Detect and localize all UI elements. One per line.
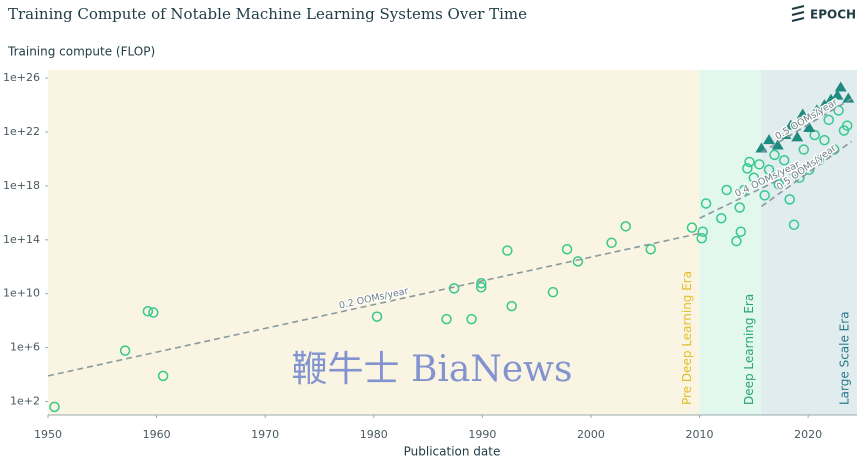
era-band (699, 70, 762, 415)
circle-point (645, 243, 656, 255)
chart-title: Training Compute of Notable Machine Lear… (8, 5, 527, 23)
x-tick-label: 1960 (143, 428, 171, 441)
x-tick-label: 1950 (34, 428, 62, 441)
trend-line (761, 97, 852, 154)
circle-point (572, 256, 584, 267)
x-tick-label: 2010 (686, 428, 714, 441)
circle-point (809, 129, 820, 141)
circle-point (763, 164, 775, 175)
circle-point (748, 172, 760, 184)
watermark: 鞭牛士 BiaNews (292, 349, 573, 390)
era-label: Deep Learning Era (742, 294, 756, 405)
circle-point (759, 190, 770, 201)
trend-line (699, 151, 836, 219)
x-tick-label: 2000 (577, 428, 605, 441)
circle-point (734, 202, 745, 213)
x-tick-label: 2020 (794, 428, 822, 441)
trend-line (760, 140, 853, 208)
circle-point (506, 300, 517, 312)
circle-point (561, 243, 573, 255)
circle-point (157, 370, 169, 382)
circle-point (742, 163, 753, 174)
triangle-point (834, 81, 847, 92)
y-tick-label: 1e+6 (10, 341, 40, 354)
triangle-point (784, 119, 797, 130)
triangle-point (842, 92, 855, 103)
circle-point (794, 172, 805, 184)
circle-point (735, 226, 747, 237)
circle-point (721, 184, 732, 196)
circle-point (502, 245, 513, 256)
circle-point (744, 156, 755, 168)
circle-point (773, 179, 785, 190)
triangle-point (791, 131, 804, 142)
circle-point (754, 159, 765, 170)
triangle-point (796, 108, 809, 119)
circle-point (441, 313, 452, 325)
circle-point (738, 184, 750, 196)
circle-point (606, 237, 617, 249)
y-tick-label: 1e+26 (3, 71, 40, 84)
circle-point (696, 233, 707, 244)
circle-point (371, 311, 383, 322)
circle-point (731, 235, 742, 247)
y-tick-label: 1e+18 (3, 179, 40, 192)
trend-line (47, 232, 700, 377)
circle-point (697, 226, 709, 237)
triangle-point (771, 139, 784, 150)
x-tick-label: 1980 (360, 428, 388, 441)
circle-point (784, 194, 795, 205)
circle-point (547, 286, 559, 298)
triangle-point (810, 104, 823, 115)
circle-point (823, 114, 835, 126)
brand-logo (791, 5, 805, 22)
triangle-point (831, 89, 844, 100)
x-axis-label: Publication date (404, 445, 501, 459)
circle-point (819, 134, 830, 146)
circle-point (476, 277, 487, 289)
brand: EPOCH (810, 8, 856, 22)
circle-point (620, 221, 631, 232)
triangle-point (824, 93, 837, 104)
circle-point (142, 306, 154, 317)
circle-point (686, 222, 698, 233)
circle-point (119, 345, 131, 356)
circle-point (798, 144, 810, 155)
y-tick-label: 1e+2 (10, 395, 40, 408)
circle-point (476, 282, 487, 293)
y-tick-label: 1e+14 (3, 233, 40, 246)
circle-point (700, 198, 712, 209)
circle-point (716, 212, 727, 224)
triangle-point (818, 99, 831, 110)
circle-point (49, 401, 60, 413)
circle-point (148, 307, 159, 318)
x-tick-label: 1990 (468, 428, 496, 441)
y-tick-label: 1e+22 (3, 125, 40, 138)
circle-point (828, 144, 840, 155)
y-tick-label: 1e+10 (3, 287, 40, 300)
triangle-point (763, 134, 776, 145)
circle-point (841, 120, 853, 131)
circle-point (788, 219, 800, 231)
y-axis-label: Training compute (FLOP) (7, 45, 155, 59)
circle-point (778, 155, 790, 166)
triangle-point (803, 121, 816, 132)
circle-point (769, 149, 780, 161)
era-band (48, 70, 700, 415)
era-label: Large Scale Era (838, 311, 852, 405)
circle-point (466, 313, 477, 325)
era-label: Pre Deep Learning Era (680, 271, 694, 405)
x-tick-label: 1970 (251, 428, 279, 441)
